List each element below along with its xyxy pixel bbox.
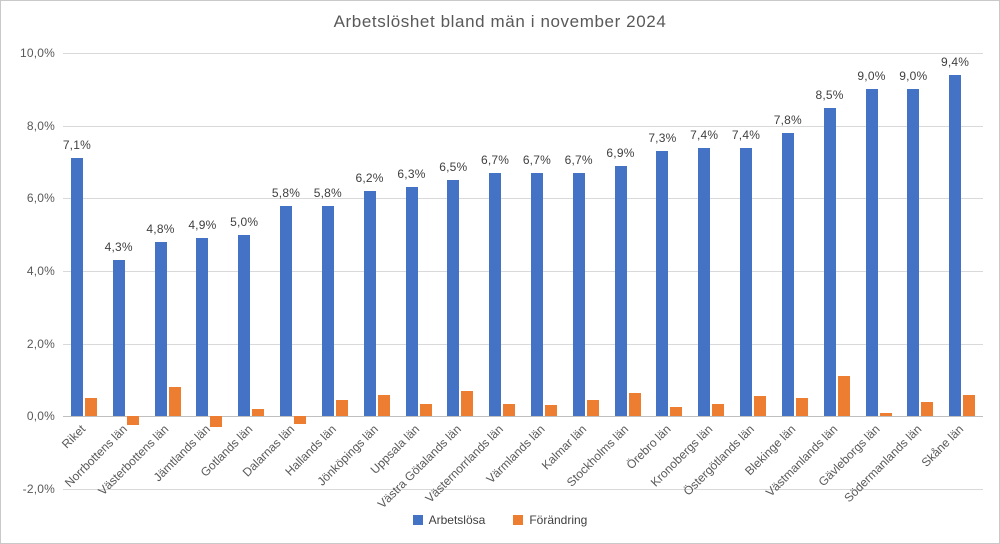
gridline [63,489,983,490]
bar-arbetslosa [363,191,376,417]
legend-swatch-icon [513,515,524,525]
bar-forandring [84,398,97,417]
bar-data-label: 9,0% [899,69,928,84]
bar-arbetslosa [656,151,669,417]
bar-forandring [754,396,766,417]
y-axis-tick-label: 0,0% [26,409,55,423]
bar-arbetslosa [321,205,334,417]
bar-arbetslosa [70,158,83,417]
bar-data-label: 5,8% [313,185,342,200]
bar-data-label: 5,8% [271,185,301,200]
bar-forandring [210,416,223,428]
bar-data-label: 7,4% [731,127,761,142]
chart-title: Arbetslöshet bland män i november 2024 [333,12,667,31]
bar-forandring [879,412,892,417]
y-axis-tick-label: 6,0% [26,191,55,205]
bar-forandring [586,400,599,417]
y-axis-tick-label: -2,0% [22,482,55,496]
bar-forandring [628,392,641,417]
bar-data-label: 8,5% [815,87,844,102]
bar-forandring [377,394,390,417]
bar-arbetslosa [280,205,292,417]
bar-data-label: 4,9% [188,218,217,233]
bar-data-label: 7,4% [690,127,719,142]
y-axis-tick-label: 4,0% [26,264,55,278]
bar-data-label: 4,8% [146,221,175,236]
legend-swatch-icon [412,515,423,525]
bar-data-label: 6,7% [564,152,593,167]
bar-forandring [168,387,181,417]
bar-data-label: 6,3% [397,167,426,182]
bar-arbetslosa [740,147,752,417]
bar-forandring [461,390,474,417]
gridline [63,53,983,54]
x-axis-category-label: Södermanlands län [841,422,925,506]
chart-legend: Arbetslösa Förändring [1,513,999,527]
bar-data-label: 7,8% [773,112,802,127]
bar-forandring [544,405,557,417]
bar-data-label: 6,7% [522,152,551,167]
bar-forandring [252,409,265,417]
bar-forandring [503,403,516,417]
bar-arbetslosa [196,238,209,417]
bar-data-label: 6,9% [606,145,635,160]
legend-item: Förändring [513,513,587,527]
bar-forandring [712,403,725,417]
y-axis-tick-label: 8,0% [26,119,55,133]
gridline [63,344,983,345]
bar-arbetslosa [112,260,125,417]
bar-forandring [921,401,934,417]
bar-forandring [126,416,139,426]
legend-label: Förändring [529,513,588,527]
bar-data-label: 7,3% [648,131,677,146]
bar-data-label: 6,5% [439,160,468,175]
bar-arbetslosa [530,172,543,417]
bar-data-label: 7,1% [62,138,91,153]
bar-arbetslosa [489,172,502,417]
legend-label: Arbetslösa [428,513,486,527]
bar-data-label: 6,2% [355,171,384,186]
bar-data-label: 4,3% [104,240,133,255]
x-axis-category-label: Riket [58,422,88,452]
bar-data-label: 9,0% [857,69,886,84]
bar-data-label: 9,4% [941,54,970,69]
bar-forandring [670,407,683,417]
bar-arbetslosa [907,89,920,417]
gridline [63,271,983,272]
bar-arbetslosa [572,172,585,417]
gridline [63,126,983,127]
bar-arbetslosa [154,241,167,417]
legend-item: Arbetslösa [412,513,486,527]
bar-arbetslosa [823,107,836,417]
bar-arbetslosa [781,132,794,417]
bar-forandring [294,416,306,424]
bar-forandring [335,400,348,417]
bar-arbetslosa [447,180,460,417]
x-axis-line [63,416,983,417]
bar-arbetslosa [698,147,711,417]
y-axis-tick-label: 2,0% [26,337,55,351]
bar-data-label: 6,7% [481,152,510,167]
gridline [63,198,983,199]
bar-arbetslosa [865,89,878,417]
bar-forandring [419,403,432,417]
x-axis-category-label: Västernorrlands län [422,422,507,506]
y-axis-tick-label: 10,0% [19,46,55,60]
bar-arbetslosa [614,165,627,417]
bar-arbetslosa [949,74,962,417]
bar-forandring [795,398,808,417]
bar-forandring [963,394,976,417]
bar-forandring [837,376,850,417]
bar-arbetslosa [238,234,251,417]
x-axis-category-label: Skåne län [918,422,967,470]
bar-data-label: 5,0% [230,214,259,229]
bar-arbetslosa [405,187,418,417]
